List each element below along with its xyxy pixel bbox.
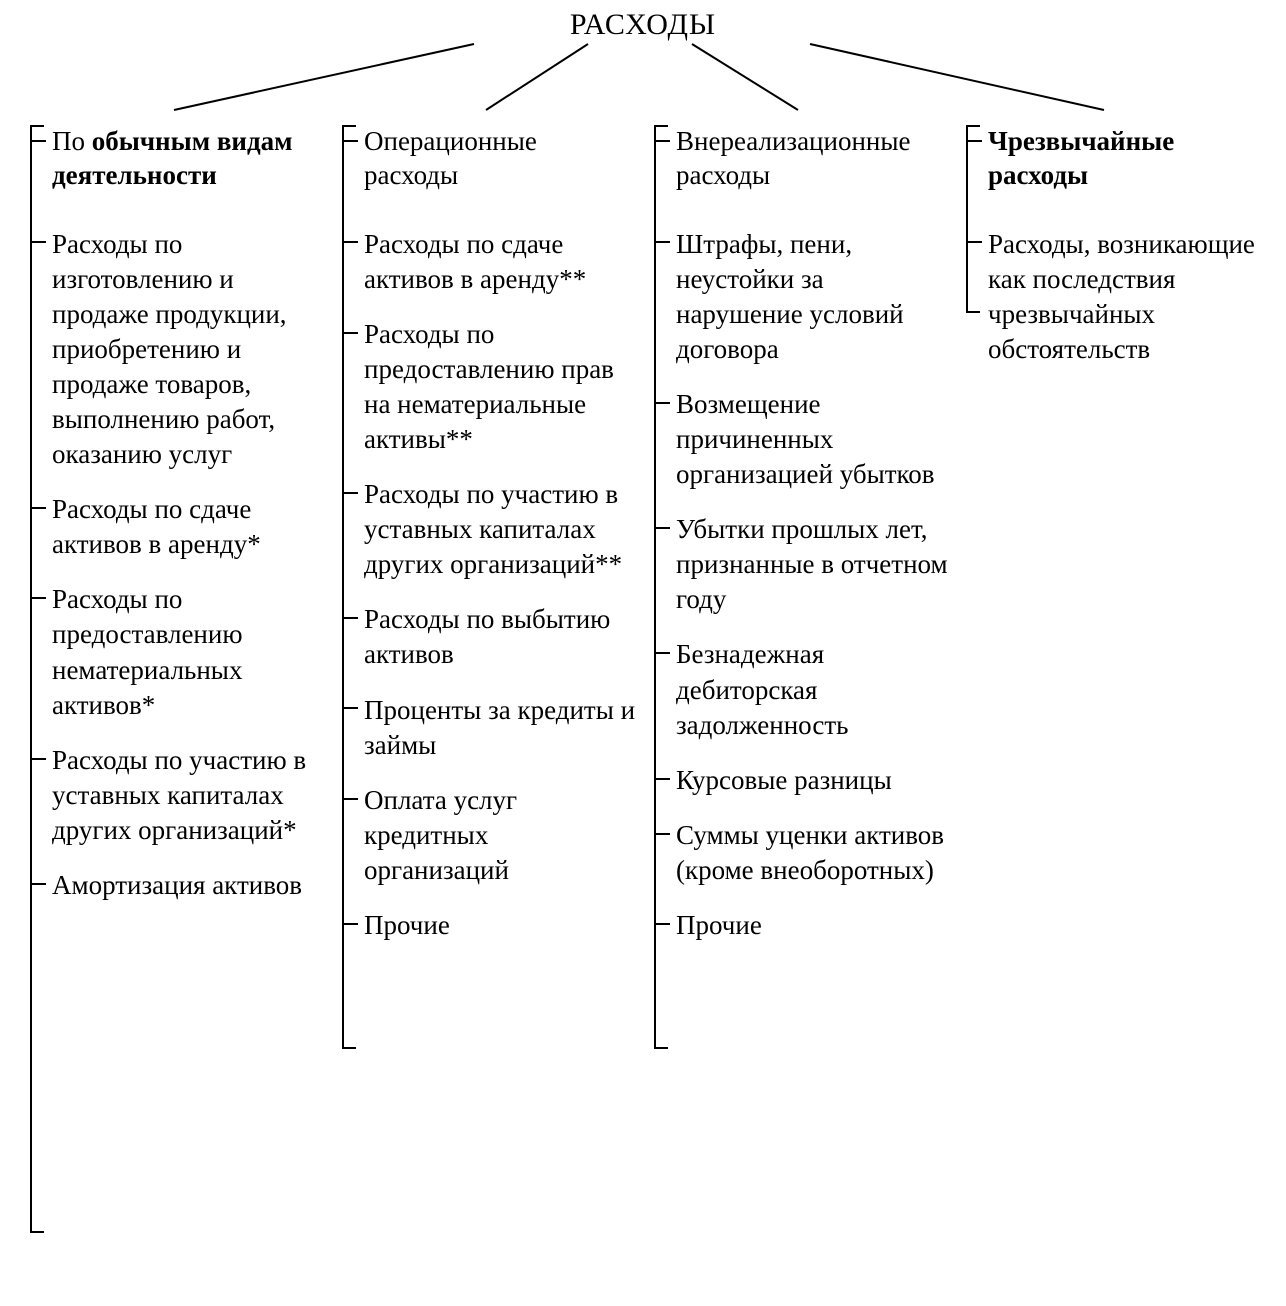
list-item: Расходы по изготовлению и продаже продук… [52,227,324,473]
item-tick [30,241,46,243]
column-heading: Чрезвычайные расходы [988,125,1260,193]
list-item: Штрафы, пени, неустойки за нарушение усл… [676,227,948,367]
list-item: Расходы по предоставлению прав на немате… [364,317,636,457]
item-tick [342,707,358,709]
list-item: Безнадежная дебиторская задолженность [676,637,948,742]
item-tick [342,798,358,800]
list-item: Расходы, возникающие как последствия чре… [988,227,1260,367]
heading-tick [654,140,670,142]
item-tick [30,758,46,760]
item-tick [654,402,670,404]
column-bracket [654,125,656,1049]
column-bracket [966,125,968,313]
list-item: Возмещение причиненных организацией убыт… [676,387,948,492]
column-heading: По обычным видам деятельности [52,125,324,193]
item-tick [654,241,670,243]
heading-tick [966,140,982,142]
item-tick [654,833,670,835]
column-bracket [30,125,32,1233]
item-tick [342,332,358,334]
item-tick [654,923,670,925]
item-tick [342,923,358,925]
column-bracket [342,125,344,1049]
heading-tick [30,140,46,142]
list-item: Прочие [676,908,948,943]
item-tick [30,883,46,885]
item-tick [30,507,46,509]
list-item: Расходы по сдаче активов в аренду* [52,492,324,562]
column-3: Чрезвычайные расходы Расходы, возникающие… [966,125,1260,963]
list-item: Расходы по участию в уставных капиталах … [364,477,636,582]
list-item: Оплата услуг кредитных организаций [364,783,636,888]
item-tick [654,652,670,654]
list-item: Расходы по выбытию активов [364,602,636,672]
list-item: Проценты за кредиты и займы [364,693,636,763]
list-item: Расходы по сдаче активов в аренду** [364,227,636,297]
item-tick [966,241,982,243]
column-heading: Внереализационные расходы [676,125,948,193]
item-tick [30,597,46,599]
list-item: Расходы по участию в уставных капиталах … [52,743,324,848]
list-item: Расходы по предоставлению нематериальных… [52,582,324,722]
column-heading: Операционные расходы [364,125,636,193]
column-0: По обычным видам деятельности Расходы по … [30,125,324,963]
list-item: Прочие [364,908,636,943]
heading-tick [342,140,358,142]
column-1: Операционные расходы Расходы по сдаче акт… [342,125,636,963]
columns-container: По обычным видам деятельности Расходы по … [30,125,1260,963]
list-item: Суммы уценки активов (кроме внеоборотных… [676,818,948,888]
list-item: Курсовые разницы [676,763,948,798]
column-2: Внереализационные расходы Штрафы, пени, н… [654,125,948,963]
item-tick [342,617,358,619]
item-tick [342,492,358,494]
list-item: Убытки прошлых лет, признанные в отчетно… [676,512,948,617]
item-tick [342,241,358,243]
item-tick [654,527,670,529]
root-title: РАСХОДЫ [0,8,1286,42]
list-item: Амортизация активов [52,868,324,903]
item-tick [654,778,670,780]
